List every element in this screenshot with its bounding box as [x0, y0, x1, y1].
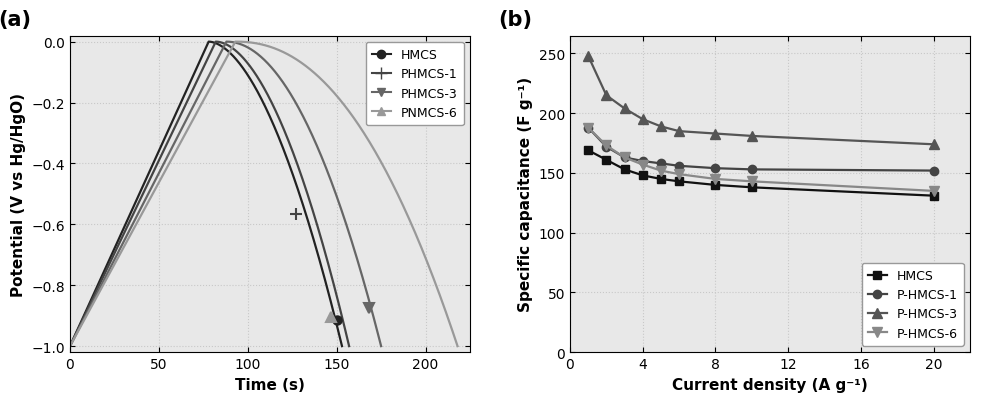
- Line: PNMCS-6: PNMCS-6: [70, 43, 458, 346]
- Line: P-HMCS-6: P-HMCS-6: [583, 124, 938, 196]
- PHMCS-1: [147, 170, 159, 175]
- PHMCS-1: [263, 96, 275, 101]
- P-HMCS-3: [600, 94, 612, 98]
- HMCS: [143, 170, 155, 175]
- PHMCS-3: [220, 40, 232, 45]
- PHMCS-1: [292, 163, 304, 168]
- HMCS: [203, 40, 215, 45]
- PNMCS-6: [159, 170, 171, 175]
- P-HMCS-3: [709, 132, 721, 136]
- HMCS: [166, 119, 178, 124]
- P-HMCS-3: [673, 129, 685, 134]
- X-axis label: Time (s): Time (s): [235, 377, 305, 392]
- Line: HMCS: HMCS: [70, 43, 342, 346]
- Line: HMCS: HMCS: [584, 147, 938, 200]
- P-HMCS-3: [928, 143, 940, 147]
- PHMCS-3: [180, 119, 192, 124]
- Y-axis label: Specific capacitance (F g⁻¹): Specific capacitance (F g⁻¹): [518, 77, 533, 312]
- PNMCS-6: [186, 119, 198, 124]
- P-HMCS-1: [655, 162, 667, 166]
- P-HMCS-3: [582, 54, 594, 59]
- Legend: HMCS, P-HMCS-1, P-HMCS-3, P-HMCS-6: HMCS, P-HMCS-1, P-HMCS-3, P-HMCS-6: [862, 263, 964, 346]
- PHMCS-3: [375, 344, 387, 349]
- PHMCS-1: [160, 144, 172, 149]
- HMCS: [655, 177, 667, 182]
- HMCS: [64, 344, 76, 349]
- Line: PHMCS-1: PHMCS-1: [70, 43, 349, 346]
- PNMCS-6: [318, 81, 330, 85]
- P-HMCS-3: [637, 117, 649, 122]
- HMCS: [673, 179, 685, 184]
- Line: PHMCS-3: PHMCS-3: [70, 43, 381, 346]
- Line: P-HMCS-3: P-HMCS-3: [583, 52, 938, 150]
- P-HMCS-1: [746, 168, 758, 173]
- P-HMCS-6: [746, 179, 758, 184]
- PHMCS-3: [167, 144, 179, 149]
- Line: P-HMCS-1: P-HMCS-1: [584, 124, 938, 175]
- Y-axis label: Potential (V vs Hg/HgO): Potential (V vs Hg/HgO): [11, 93, 26, 296]
- PHMCS-1: [320, 255, 332, 260]
- P-HMCS-6: [619, 156, 631, 160]
- HMCS: [928, 194, 940, 198]
- Text: (a): (a): [0, 10, 31, 30]
- P-HMCS-1: [637, 159, 649, 164]
- HMCS: [285, 166, 297, 171]
- P-HMCS-6: [582, 126, 594, 131]
- P-HMCS-3: [655, 125, 667, 130]
- P-HMCS-3: [746, 134, 758, 139]
- Text: (b): (b): [498, 10, 532, 30]
- PNMCS-6: [229, 40, 241, 45]
- P-HMCS-1: [619, 156, 631, 160]
- PHMCS-3: [315, 155, 327, 160]
- P-HMCS-6: [600, 144, 612, 149]
- PHMCS-3: [282, 89, 294, 94]
- HMCS: [746, 185, 758, 190]
- HMCS: [600, 158, 612, 163]
- PHMCS-1: [64, 344, 76, 349]
- PHMCS-3: [153, 170, 165, 175]
- PHMCS-3: [64, 344, 76, 349]
- HMCS: [256, 99, 268, 104]
- PHMCS-3: [349, 249, 361, 254]
- P-HMCS-6: [709, 177, 721, 182]
- PNMCS-6: [173, 144, 185, 149]
- PHMCS-1: [210, 40, 222, 45]
- P-HMCS-3: [619, 107, 631, 112]
- P-HMCS-1: [928, 169, 940, 174]
- HMCS: [582, 149, 594, 153]
- PHMCS-1: [343, 344, 355, 349]
- P-HMCS-1: [709, 166, 721, 171]
- PNMCS-6: [452, 344, 464, 349]
- PHMCS-1: [172, 119, 184, 124]
- Legend: HMCS, PHMCS-1, PHMCS-3, PNMCS-6: HMCS, PHMCS-1, PHMCS-3, PNMCS-6: [366, 43, 464, 126]
- HMCS: [313, 257, 325, 262]
- P-HMCS-6: [655, 169, 667, 174]
- HMCS: [336, 344, 348, 349]
- PNMCS-6: [64, 344, 76, 349]
- PNMCS-6: [414, 241, 426, 246]
- P-HMCS-6: [928, 189, 940, 194]
- P-HMCS-6: [637, 163, 649, 168]
- HMCS: [619, 168, 631, 173]
- HMCS: [709, 183, 721, 188]
- X-axis label: Current density (A g⁻¹): Current density (A g⁻¹): [672, 377, 868, 392]
- HMCS: [155, 144, 167, 149]
- P-HMCS-6: [673, 172, 685, 177]
- P-HMCS-1: [600, 145, 612, 150]
- P-HMCS-1: [582, 126, 594, 131]
- PNMCS-6: [366, 144, 378, 149]
- P-HMCS-1: [673, 164, 685, 169]
- HMCS: [637, 173, 649, 178]
